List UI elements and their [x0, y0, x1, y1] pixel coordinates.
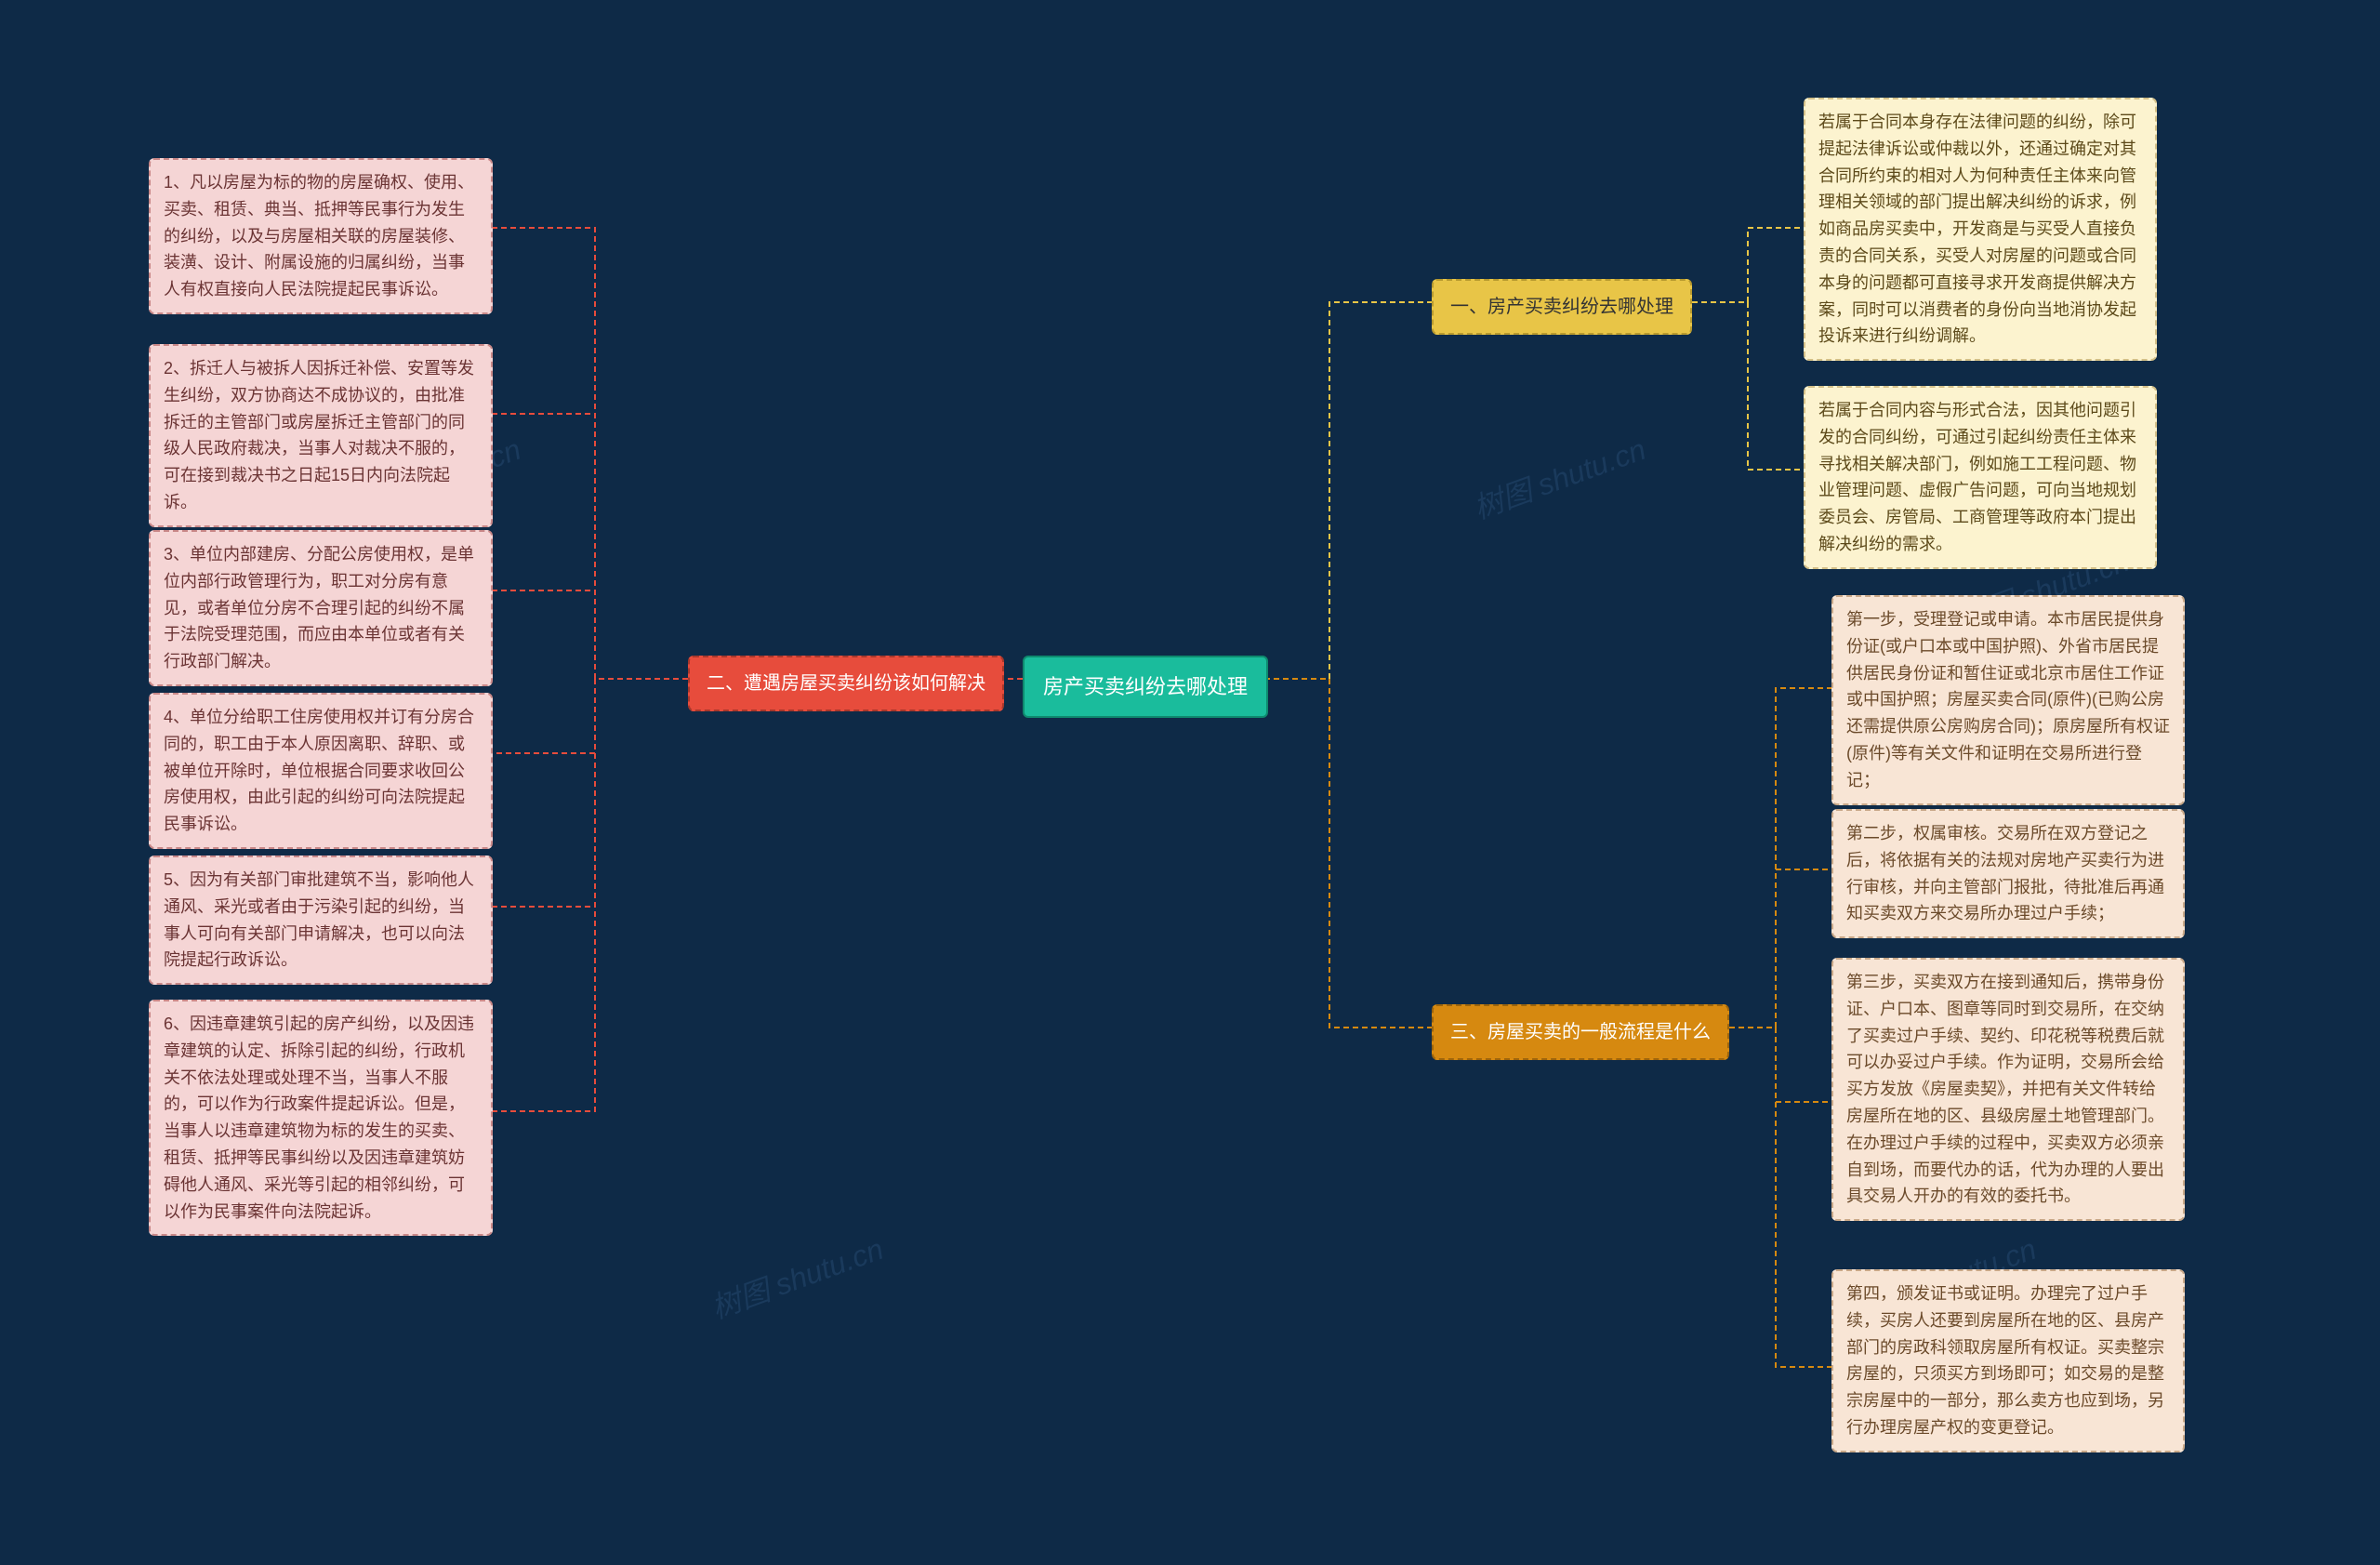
- leaf-node: 第一步，受理登记或申请。本市居民提供身份证(或户口本或中国护照)、外省市居民提供…: [1831, 595, 2185, 805]
- leaf-node: 第三步，买卖双方在接到通知后，携带身份证、户口本、图章等同时到交易所，在交纳了买…: [1831, 958, 2185, 1221]
- root-node[interactable]: 房产买卖纠纷去哪处理: [1023, 656, 1268, 718]
- leaf-node: 5、因为有关部门审批建筑不当，影响他人通风、采光或者由于污染引起的纠纷，当事人可…: [149, 855, 493, 985]
- branch-node-1[interactable]: 一、房产买卖纠纷去哪处理: [1432, 279, 1692, 335]
- leaf-node: 若属于合同内容与形式合法，因其他问题引发的合同纠纷，可通过引起纠纷责任主体来寻找…: [1804, 386, 2157, 569]
- leaf-node: 第二步，权属审核。交易所在双方登记之后，将依据有关的法规对房地产买卖行为进行审核…: [1831, 809, 2185, 938]
- branch-node-2[interactable]: 二、遭遇房屋买卖纠纷该如何解决: [688, 656, 1004, 711]
- leaf-node: 2、拆迁人与被拆人因拆迁补偿、安置等发生纠纷，双方协商达不成协议的，由批准拆迁的…: [149, 344, 493, 527]
- watermark: 树图 shutu.cn: [705, 1226, 889, 1328]
- leaf-node: 6、因违章建筑引起的房产纠纷，以及因违章建筑的认定、拆除引起的纠纷，行政机关不依…: [149, 1000, 493, 1236]
- leaf-node: 第四，颁发证书或证明。办理完了过户手续，买房人还要到房屋所在地的区、县房产部门的…: [1831, 1269, 2185, 1452]
- leaf-node: 4、单位分给职工住房使用权并订有分房合同的，职工由于本人原因离职、辞职、或被单位…: [149, 693, 493, 849]
- watermark: 树图 shutu.cn: [1467, 426, 1651, 528]
- leaf-node: 3、单位内部建房、分配公房使用权，是单位内部行政管理行为，职工对分房有意见，或者…: [149, 530, 493, 686]
- leaf-node: 若属于合同本身存在法律问题的纠纷，除可提起法律诉讼或仲裁以外，还通过确定对其合同…: [1804, 98, 2157, 361]
- branch-node-3[interactable]: 三、房屋买卖的一般流程是什么: [1432, 1004, 1729, 1060]
- leaf-node: 1、凡以房屋为标的物的房屋确权、使用、买卖、租赁、典当、抵押等民事行为发生的纠纷…: [149, 158, 493, 314]
